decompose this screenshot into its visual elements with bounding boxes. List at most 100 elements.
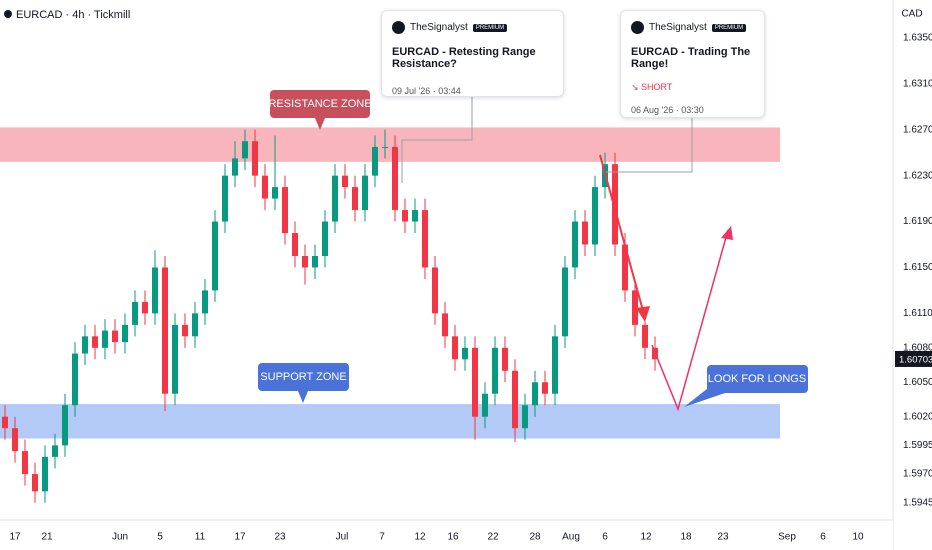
candle-body (292, 233, 298, 256)
zone-label: RESISTANCE ZONE (268, 98, 371, 110)
candle-body (162, 267, 168, 394)
zone-label: SUPPORT ZONE (260, 371, 346, 383)
idea-signal: ↘ SHORT (631, 82, 673, 92)
candle-body (212, 221, 218, 291)
arrow-down (599, 154, 646, 319)
y-tick-label: 1.59700 (903, 469, 932, 480)
candle-body (62, 405, 68, 446)
pointer (298, 391, 308, 403)
y-tick-label: 1.59450 (903, 497, 932, 508)
y-tick-label: 1.60200 (903, 411, 932, 422)
candle-body (432, 267, 438, 314)
candle-body (412, 210, 418, 222)
candle-body (262, 175, 268, 199)
pointer (315, 118, 325, 130)
x-tick-label: Jul (336, 532, 349, 543)
candle-body (642, 324, 648, 348)
x-tick-label: 12 (640, 532, 652, 543)
candle-body (572, 221, 578, 268)
candle-body (532, 382, 538, 406)
x-tick-label: 17 (234, 532, 246, 543)
y-tick-label: 1.61900 (903, 216, 932, 227)
zone-label-box (270, 90, 370, 118)
annotation: LOOK FOR LONGS (708, 373, 806, 385)
idea-card[interactable]: TheSignalyst PREMIUM EURCAD - Trading The… (620, 10, 765, 118)
x-tick-label: 21 (41, 532, 53, 543)
candle-body (482, 393, 488, 417)
candle-body (452, 336, 458, 360)
x-tick-label: 28 (529, 532, 541, 543)
candle-body (352, 187, 358, 211)
candle-body (182, 324, 188, 337)
badge: PREMIUM (711, 23, 747, 32)
zone (0, 404, 780, 439)
x-tick-label: 6 (602, 532, 608, 543)
candle-body (102, 330, 108, 348)
x-tick-label: 11 (195, 532, 206, 543)
arrowhead (721, 226, 733, 240)
candle-body (392, 146, 398, 211)
candle-body (372, 146, 378, 176)
candle-body (342, 175, 348, 188)
connector (603, 118, 693, 173)
candle-body (282, 187, 288, 234)
symbol-icon (4, 10, 12, 18)
idea-title: EURCAD - Trading The Range! (631, 46, 751, 70)
candle-body (192, 313, 198, 337)
y-tick-label: 1.61500 (903, 262, 932, 273)
y-tick-label: 1.63100 (903, 78, 932, 89)
candle-body (242, 141, 248, 159)
chart-title: EURCAD · 4h · Tickmill (16, 9, 130, 21)
candle-body (472, 347, 478, 417)
plot (0, 127, 780, 503)
y-tick-label: 1.59950 (903, 440, 932, 451)
candle-body (422, 210, 428, 268)
x-tick-label: Sep (778, 532, 796, 543)
idea-card[interactable]: TheSignalyst PREMIUM EURCAD - Retesting R… (381, 10, 564, 97)
x-tick-label: 12 (414, 532, 426, 543)
y-tick-label: 1.60500 (903, 377, 932, 388)
idea-date: 09 Jul '26 · 03:44 (392, 86, 461, 96)
x-tick-label: 7 (379, 532, 385, 543)
author: TheSignalyst (649, 22, 707, 33)
x-tick-label: 23 (274, 532, 286, 543)
candle-body (512, 370, 518, 429)
badge: PREMIUM (472, 23, 508, 32)
candle-body (152, 267, 158, 314)
candle-body (172, 324, 178, 394)
projection (651, 229, 729, 412)
candle-body (222, 175, 228, 222)
candle-body (32, 474, 38, 492)
y-tick-label: 1.60800 (903, 342, 932, 353)
candle-body (562, 267, 568, 337)
candle-body (622, 244, 628, 291)
y-tick-label: 1.62700 (903, 124, 932, 135)
candle-body (332, 175, 338, 222)
candle-body (492, 347, 498, 394)
candle-body (382, 146, 388, 148)
candle-body (82, 336, 88, 354)
x-tick-label: 18 (680, 532, 692, 543)
candle-body (132, 301, 138, 325)
pointer (684, 385, 725, 407)
logo (392, 21, 405, 34)
candle-body (442, 313, 448, 337)
candle-body (552, 336, 558, 394)
x-tick-label: 22 (487, 532, 499, 543)
candle-body (322, 221, 328, 256)
candle-body (202, 290, 208, 314)
x-tick-label: Aug (562, 532, 580, 543)
zone (0, 127, 780, 162)
connector (401, 97, 473, 183)
logo (631, 21, 644, 34)
candle-body (232, 158, 238, 176)
candle-body (52, 445, 58, 457)
candle-body (462, 347, 468, 360)
candle-body (252, 141, 258, 176)
last-price-box (895, 350, 932, 367)
candle-body (272, 187, 278, 199)
candle-body (502, 347, 508, 371)
x-tick-label: 16 (447, 532, 459, 543)
